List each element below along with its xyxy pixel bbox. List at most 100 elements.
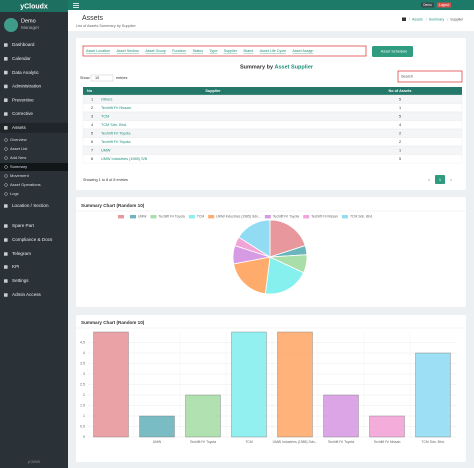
summary-heading-link[interactable]: Asset Supplier bbox=[275, 64, 314, 70]
bar bbox=[93, 331, 129, 438]
legend-swatch bbox=[264, 215, 271, 219]
menu-active bbox=[0, 122, 68, 133]
submenu-item[interactable]: Logs bbox=[10, 191, 19, 196]
entries-select[interactable] bbox=[90, 74, 114, 82]
hamburger bbox=[73, 5, 79, 6]
logo-bar bbox=[0, 0, 68, 12]
submenu-item[interactable]: Summary bbox=[10, 164, 27, 169]
tab[interactable]: Asset Location bbox=[86, 49, 110, 53]
table-cell: 1 bbox=[399, 148, 401, 152]
page-button[interactable]: > bbox=[450, 177, 453, 182]
breadcrumb-sep: / bbox=[447, 17, 448, 21]
table-cell: 1 bbox=[91, 97, 93, 101]
submenu-icon bbox=[4, 156, 8, 160]
logout-text[interactable]: Logout bbox=[439, 3, 449, 7]
page-button[interactable]: < bbox=[428, 177, 431, 182]
y-tick-label: 4.5 bbox=[80, 340, 85, 344]
search-placeholder[interactable]: Search bbox=[401, 75, 413, 79]
table-cell[interactable]: UMW bbox=[101, 148, 111, 152]
table-row bbox=[82, 145, 463, 155]
legend-swatch bbox=[341, 215, 348, 219]
menu-icon bbox=[4, 112, 8, 116]
tab[interactable]: Asset Group bbox=[145, 49, 166, 53]
menu-icon bbox=[4, 57, 8, 61]
bar bbox=[323, 394, 359, 438]
table-cell[interactable]: Techlift Fri Toyota bbox=[101, 140, 131, 144]
tab[interactable]: Status bbox=[193, 49, 204, 53]
menu-item[interactable]: Corrective bbox=[12, 111, 33, 116]
menu-item[interactable]: Telegram bbox=[12, 251, 31, 256]
menu-item[interactable]: Preventive bbox=[12, 97, 34, 102]
tab[interactable]: Asset Life Cycle bbox=[260, 49, 286, 53]
menu-item[interactable]: Calendar bbox=[12, 56, 31, 61]
tab[interactable]: Function bbox=[172, 49, 186, 53]
legend-label: TCM bbox=[197, 215, 205, 219]
page-button[interactable]: 1 bbox=[439, 177, 442, 182]
tab[interactable]: Brand bbox=[244, 49, 254, 53]
tab[interactable]: Asset Section bbox=[117, 49, 140, 53]
menu-item[interactable]: Settings bbox=[12, 278, 29, 283]
summary-heading: Summary by bbox=[240, 64, 274, 70]
avatar bbox=[4, 18, 18, 32]
submenu-icon bbox=[4, 165, 8, 169]
menu-item[interactable]: Spare Part bbox=[12, 223, 35, 228]
submenu-icon bbox=[4, 192, 8, 196]
table-cell: 6 bbox=[91, 140, 93, 144]
table-cell[interactable]: Techlift Fri Toyota bbox=[101, 131, 131, 135]
table-column: No bbox=[87, 89, 93, 93]
entries-value[interactable]: 10 bbox=[95, 76, 99, 80]
breadcrumb-item[interactable]: Assets bbox=[412, 17, 423, 21]
menu-icon bbox=[4, 84, 8, 89]
table-cell[interactable]: TCM Sdn. Bhd. bbox=[101, 123, 127, 127]
submenu-item[interactable]: Add New bbox=[10, 155, 26, 160]
y-tick-label: 2 bbox=[83, 393, 85, 397]
legend-label: Techlift Fri Nissan bbox=[311, 215, 338, 219]
table-cell[interactable]: UMW Industries (1985) S/B bbox=[101, 157, 148, 161]
legend-swatch bbox=[150, 215, 157, 219]
logo: yCloudx bbox=[20, 3, 48, 10]
menu-item[interactable]: Admin Access bbox=[12, 292, 42, 297]
breadcrumb-item[interactable]: Summary bbox=[429, 17, 445, 21]
legend-label: UMW bbox=[138, 215, 147, 219]
tab[interactable]: Type bbox=[209, 49, 217, 53]
menu-item[interactable]: KPI bbox=[12, 264, 19, 269]
menu-item[interactable]: Location / Section bbox=[12, 203, 49, 208]
submenu-item[interactable]: Asset List bbox=[10, 146, 28, 151]
submenu-active bbox=[0, 163, 68, 171]
card bbox=[76, 315, 466, 462]
table-cell: 4 bbox=[399, 123, 401, 127]
menu-item[interactable]: Data Analytic bbox=[12, 70, 40, 75]
table-cell[interactable]: Others bbox=[101, 97, 112, 101]
table-info: Showing 1 to 8 of 8 entries bbox=[83, 178, 128, 182]
menu-item[interactable]: Administration bbox=[12, 84, 42, 89]
bar bbox=[369, 415, 405, 438]
logout-button[interactable] bbox=[437, 2, 451, 8]
submenu-icon bbox=[4, 138, 8, 142]
tabs-highlight bbox=[82, 45, 367, 57]
submenu-item[interactable]: Asset Operations bbox=[10, 182, 41, 187]
legend-label: TCM Sdn. Bhd. bbox=[350, 215, 373, 219]
topbar bbox=[68, 0, 474, 10]
menu-icon bbox=[4, 43, 8, 47]
search-box[interactable] bbox=[397, 70, 463, 83]
x-tick-label: Techlift Fri Toyota bbox=[190, 440, 216, 444]
hamburger[interactable] bbox=[73, 3, 79, 4]
legend-label: UMW Industries (1985) Sdn... bbox=[216, 215, 261, 219]
badge-text: Demo bbox=[423, 3, 432, 7]
y-tick-label: 1 bbox=[83, 414, 85, 418]
schedule-text[interactable]: Asset Schedule bbox=[381, 50, 407, 54]
menu-icon bbox=[4, 252, 8, 256]
tab[interactable]: Asset Assign bbox=[292, 49, 313, 53]
menu-item[interactable]: Assets bbox=[12, 125, 26, 130]
menu-icon bbox=[4, 265, 8, 269]
submenu-item[interactable]: Movement bbox=[10, 173, 30, 178]
table-cell[interactable]: Techlift Fri Nissan bbox=[101, 106, 131, 110]
breadcrumb-sep: / bbox=[426, 17, 427, 21]
table-cell[interactable]: TCM bbox=[101, 114, 109, 118]
table-row bbox=[82, 128, 463, 138]
menu-item[interactable]: Compliance & Docs bbox=[12, 237, 53, 242]
menu-item[interactable]: Dashboard bbox=[12, 42, 35, 47]
tab[interactable]: Supplier bbox=[224, 49, 238, 53]
submenu-item[interactable]: Overview bbox=[10, 137, 27, 142]
schedule-button[interactable] bbox=[372, 46, 413, 57]
